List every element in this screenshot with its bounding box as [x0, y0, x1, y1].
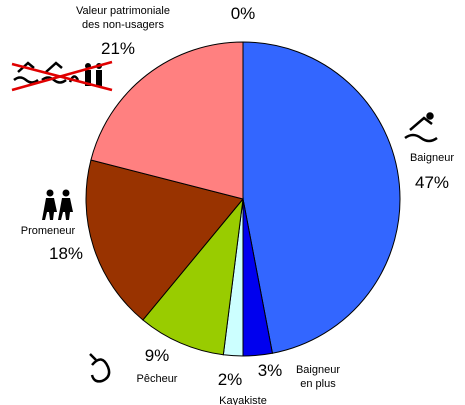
value-label: 3% — [258, 361, 283, 380]
pie-slice — [85, 159, 244, 321]
pie-slice — [90, 41, 244, 200]
value-label: 47% — [415, 173, 449, 192]
crossed-icons — [11, 60, 113, 92]
pie-slice — [142, 197, 244, 356]
slice-label: Baigneur — [410, 152, 454, 164]
pie-slice — [242, 41, 401, 354]
value-label: 2% — [218, 370, 243, 389]
value-label: 9% — [145, 346, 170, 365]
slice-label: Promeneur — [21, 225, 76, 237]
slice-label: Valeur patrimoniale des non-usagers — [76, 5, 170, 31]
slice-label: Kayakiste — [219, 395, 267, 405]
walkers-icon — [42, 189, 73, 220]
value-label: 18% — [49, 244, 83, 263]
value-label: 21% — [101, 39, 135, 58]
swimmer-icon — [404, 112, 438, 143]
value-label: 0% — [231, 4, 256, 23]
slice-label: Baigneur en plus — [296, 364, 340, 390]
slice-label: Pêcheur — [137, 373, 178, 385]
fisher-icon — [89, 353, 111, 383]
